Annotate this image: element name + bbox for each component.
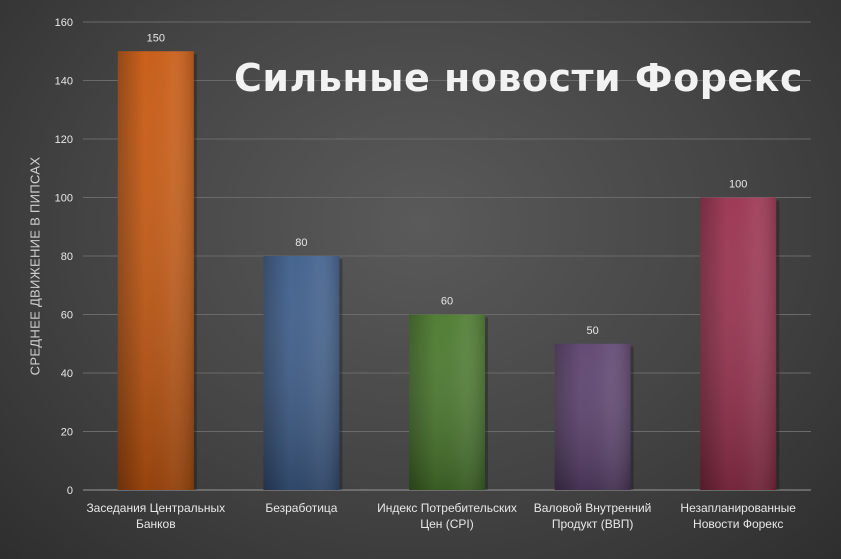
y-tick-label: 0: [67, 485, 73, 497]
data-label: 60: [441, 296, 453, 308]
gridlines: [83, 21, 811, 491]
bars: [117, 51, 780, 490]
data-labels: 150 80 60 50 100: [147, 32, 748, 337]
data-label: 50: [586, 325, 598, 337]
data-label: 100: [729, 179, 747, 191]
x-category-label: Индекс Потребительских Цен (CPI): [377, 501, 517, 531]
x-axis-categories: Заседания Центральных Банков Безработица Ин…: [86, 501, 796, 531]
bar: [409, 314, 488, 490]
x-category-label: Валовой Внутренний Продукт (ВВП): [534, 501, 652, 531]
x-category-label: Незапланированные Новости Форекс: [680, 501, 796, 531]
bar: [700, 197, 780, 490]
bar: [554, 343, 634, 490]
x-category-label: Заседания Центральных Банков: [86, 501, 225, 531]
y-tick-label: 120: [55, 134, 73, 146]
bar: [263, 256, 343, 490]
y-axis-ticks: 0 20 40 60 80 100 120 140 160: [55, 17, 73, 497]
bar: [117, 51, 197, 490]
data-label: 80: [295, 237, 307, 249]
y-tick-label: 80: [61, 251, 73, 263]
y-axis-label: СРЕДНЕЕ ДВИЖЕНИЕ В ПИПСАХ: [27, 156, 43, 376]
y-tick-label: 140: [55, 76, 73, 88]
data-label: 150: [147, 32, 165, 44]
y-tick-label: 20: [61, 427, 73, 439]
y-tick-label: 160: [55, 17, 73, 29]
x-category-label: Безработица: [265, 501, 337, 515]
chart-title: Сильные новости Форекс: [234, 56, 803, 100]
y-tick-label: 100: [55, 193, 73, 205]
y-tick-label: 40: [61, 368, 73, 380]
y-tick-label: 60: [61, 310, 73, 322]
